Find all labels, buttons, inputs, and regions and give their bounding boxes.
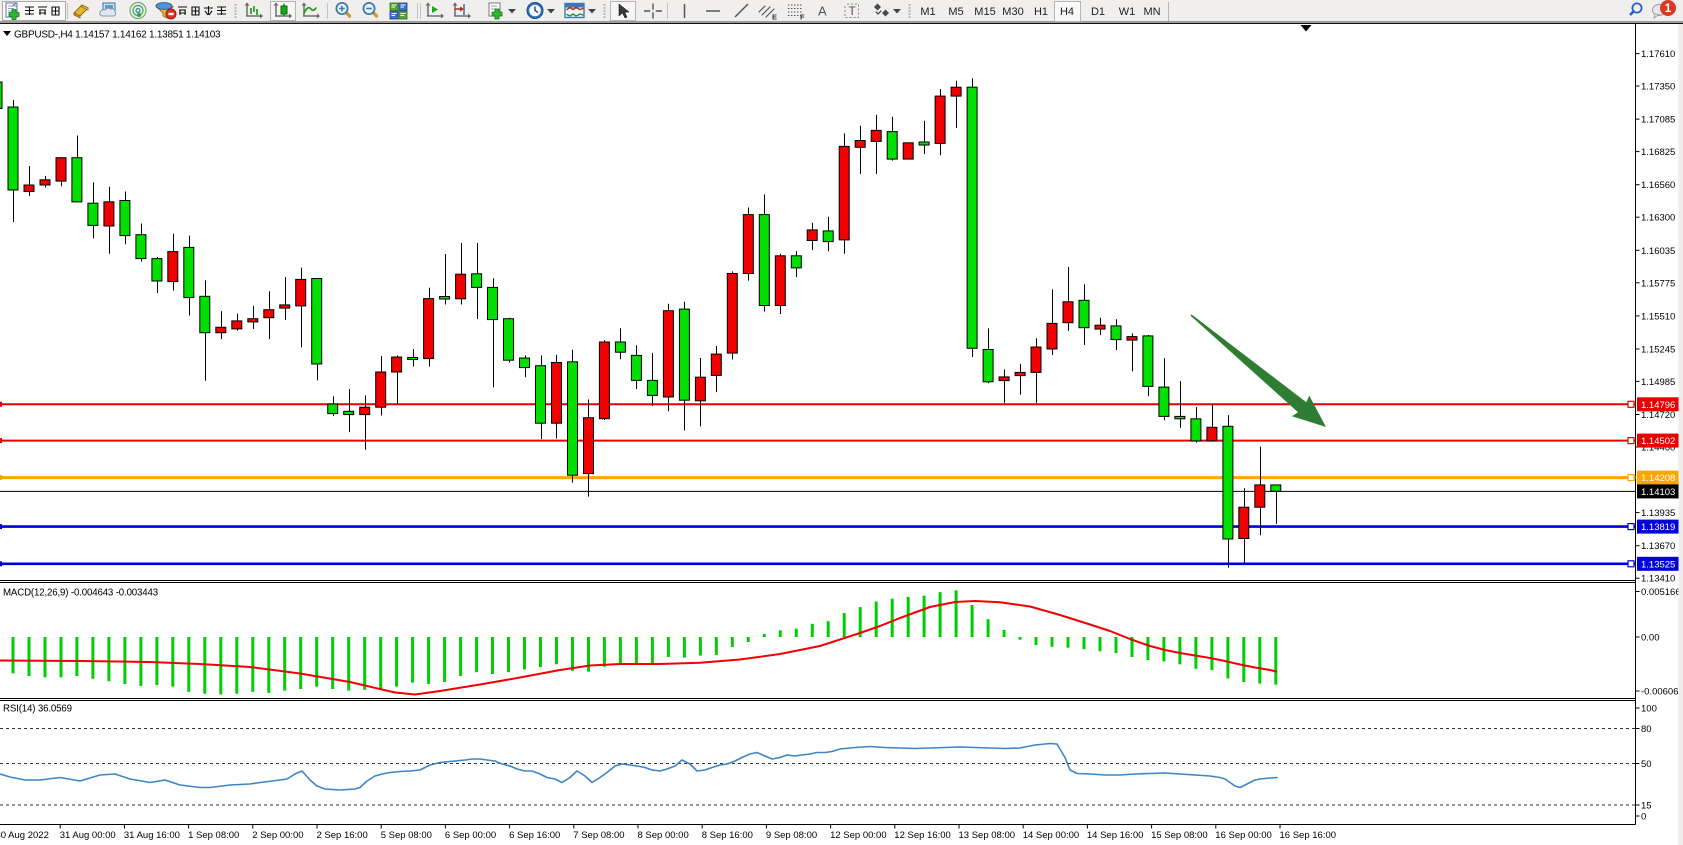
svg-text:M5: M5 <box>948 6 963 18</box>
svg-text:9 Sep 08:00: 9 Sep 08:00 <box>766 830 817 841</box>
svg-text:1.13670: 1.13670 <box>1641 541 1675 552</box>
svg-text:1.17350: 1.17350 <box>1641 82 1675 93</box>
svg-text:16 Sep 00:00: 16 Sep 00:00 <box>1215 830 1272 841</box>
svg-text:15 Sep 08:00: 15 Sep 08:00 <box>1151 830 1208 841</box>
svg-text:80: 80 <box>1641 724 1652 735</box>
svg-text:31 Aug 00:00: 31 Aug 00:00 <box>60 830 116 841</box>
svg-text:1.15245: 1.15245 <box>1641 345 1675 356</box>
svg-text:A: A <box>818 4 827 19</box>
svg-text:14 Sep 16:00: 14 Sep 16:00 <box>1087 830 1144 841</box>
svg-text:1.14985: 1.14985 <box>1641 377 1675 388</box>
svg-text:1.17085: 1.17085 <box>1641 115 1675 126</box>
svg-text:16 Sep 16:00: 16 Sep 16:00 <box>1280 830 1337 841</box>
svg-text:1: 1 <box>1665 1 1672 15</box>
svg-text:T: T <box>849 4 857 18</box>
svg-text:F: F <box>800 13 805 22</box>
svg-text:H1: H1 <box>1034 6 1048 18</box>
svg-text:12 Sep 16:00: 12 Sep 16:00 <box>894 830 951 841</box>
svg-text:RSI(14) 36.0569: RSI(14) 36.0569 <box>3 704 72 715</box>
svg-text:M1: M1 <box>920 6 935 18</box>
svg-text:2 Sep 16:00: 2 Sep 16:00 <box>317 830 368 841</box>
svg-text:M30: M30 <box>1002 6 1023 18</box>
svg-text:30 Aug 2022: 30 Aug 2022 <box>0 830 49 841</box>
svg-text:1.14796: 1.14796 <box>1641 400 1675 411</box>
svg-text:1.15775: 1.15775 <box>1641 278 1675 289</box>
svg-text:W1: W1 <box>1119 6 1136 18</box>
svg-text:1.16035: 1.16035 <box>1641 246 1675 257</box>
svg-text:1.13410: 1.13410 <box>1641 574 1675 585</box>
svg-text:31 Aug 16:00: 31 Aug 16:00 <box>124 830 180 841</box>
svg-text:1.13525: 1.13525 <box>1641 559 1675 570</box>
svg-text:1.14460: 1.14460 <box>1641 443 1675 454</box>
svg-text:6 Sep 00:00: 6 Sep 00:00 <box>445 830 496 841</box>
svg-text:1.13935: 1.13935 <box>1641 508 1675 519</box>
svg-text:1.16300: 1.16300 <box>1641 213 1675 224</box>
svg-text:GBPUSD-,H4 1.14157 1.14162 1.: GBPUSD-,H4 1.14157 1.14162 1.13851 1.141… <box>14 30 221 41</box>
svg-text:E: E <box>772 13 777 22</box>
svg-text:50: 50 <box>1641 759 1652 770</box>
svg-text:0: 0 <box>1641 812 1646 823</box>
svg-text:1.16560: 1.16560 <box>1641 180 1675 191</box>
svg-text:1.14720: 1.14720 <box>1641 410 1675 421</box>
svg-text:14 Sep 00:00: 14 Sep 00:00 <box>1023 830 1080 841</box>
svg-text:5 Sep 08:00: 5 Sep 08:00 <box>381 830 432 841</box>
svg-text:MACD(12,26,9) -0.004643 -0.003: MACD(12,26,9) -0.004643 -0.003443 <box>3 588 158 599</box>
svg-text:6 Sep 16:00: 6 Sep 16:00 <box>509 830 560 841</box>
svg-text:1.17610: 1.17610 <box>1641 49 1675 60</box>
svg-text:12 Sep 00:00: 12 Sep 00:00 <box>830 830 887 841</box>
svg-text:1.14502: 1.14502 <box>1641 436 1675 447</box>
svg-text:1.16825: 1.16825 <box>1641 147 1675 158</box>
svg-text:M15: M15 <box>974 6 995 18</box>
svg-text:0.00: 0.00 <box>1641 633 1660 644</box>
svg-text:2 Sep 00:00: 2 Sep 00:00 <box>252 830 303 841</box>
svg-text:1.14103: 1.14103 <box>1641 487 1675 498</box>
svg-text:-0.006064: -0.006064 <box>1641 687 1683 698</box>
svg-text:H4: H4 <box>1060 6 1074 18</box>
svg-text:8 Sep 00:00: 8 Sep 00:00 <box>638 830 689 841</box>
svg-text:0.005166: 0.005166 <box>1641 587 1681 598</box>
svg-text:13 Sep 08:00: 13 Sep 08:00 <box>959 830 1016 841</box>
svg-text:1 Sep 08:00: 1 Sep 08:00 <box>188 830 239 841</box>
svg-text:1.15510: 1.15510 <box>1641 311 1675 322</box>
svg-text:MN: MN <box>1143 6 1160 18</box>
svg-text:D1: D1 <box>1091 6 1105 18</box>
svg-text:1.13819: 1.13819 <box>1641 522 1675 533</box>
svg-text:7 Sep 08:00: 7 Sep 08:00 <box>573 830 624 841</box>
svg-text:15: 15 <box>1641 801 1652 812</box>
svg-text:1.14208: 1.14208 <box>1641 473 1675 484</box>
svg-text:100: 100 <box>1641 704 1657 715</box>
svg-text:8 Sep 16:00: 8 Sep 16:00 <box>702 830 753 841</box>
